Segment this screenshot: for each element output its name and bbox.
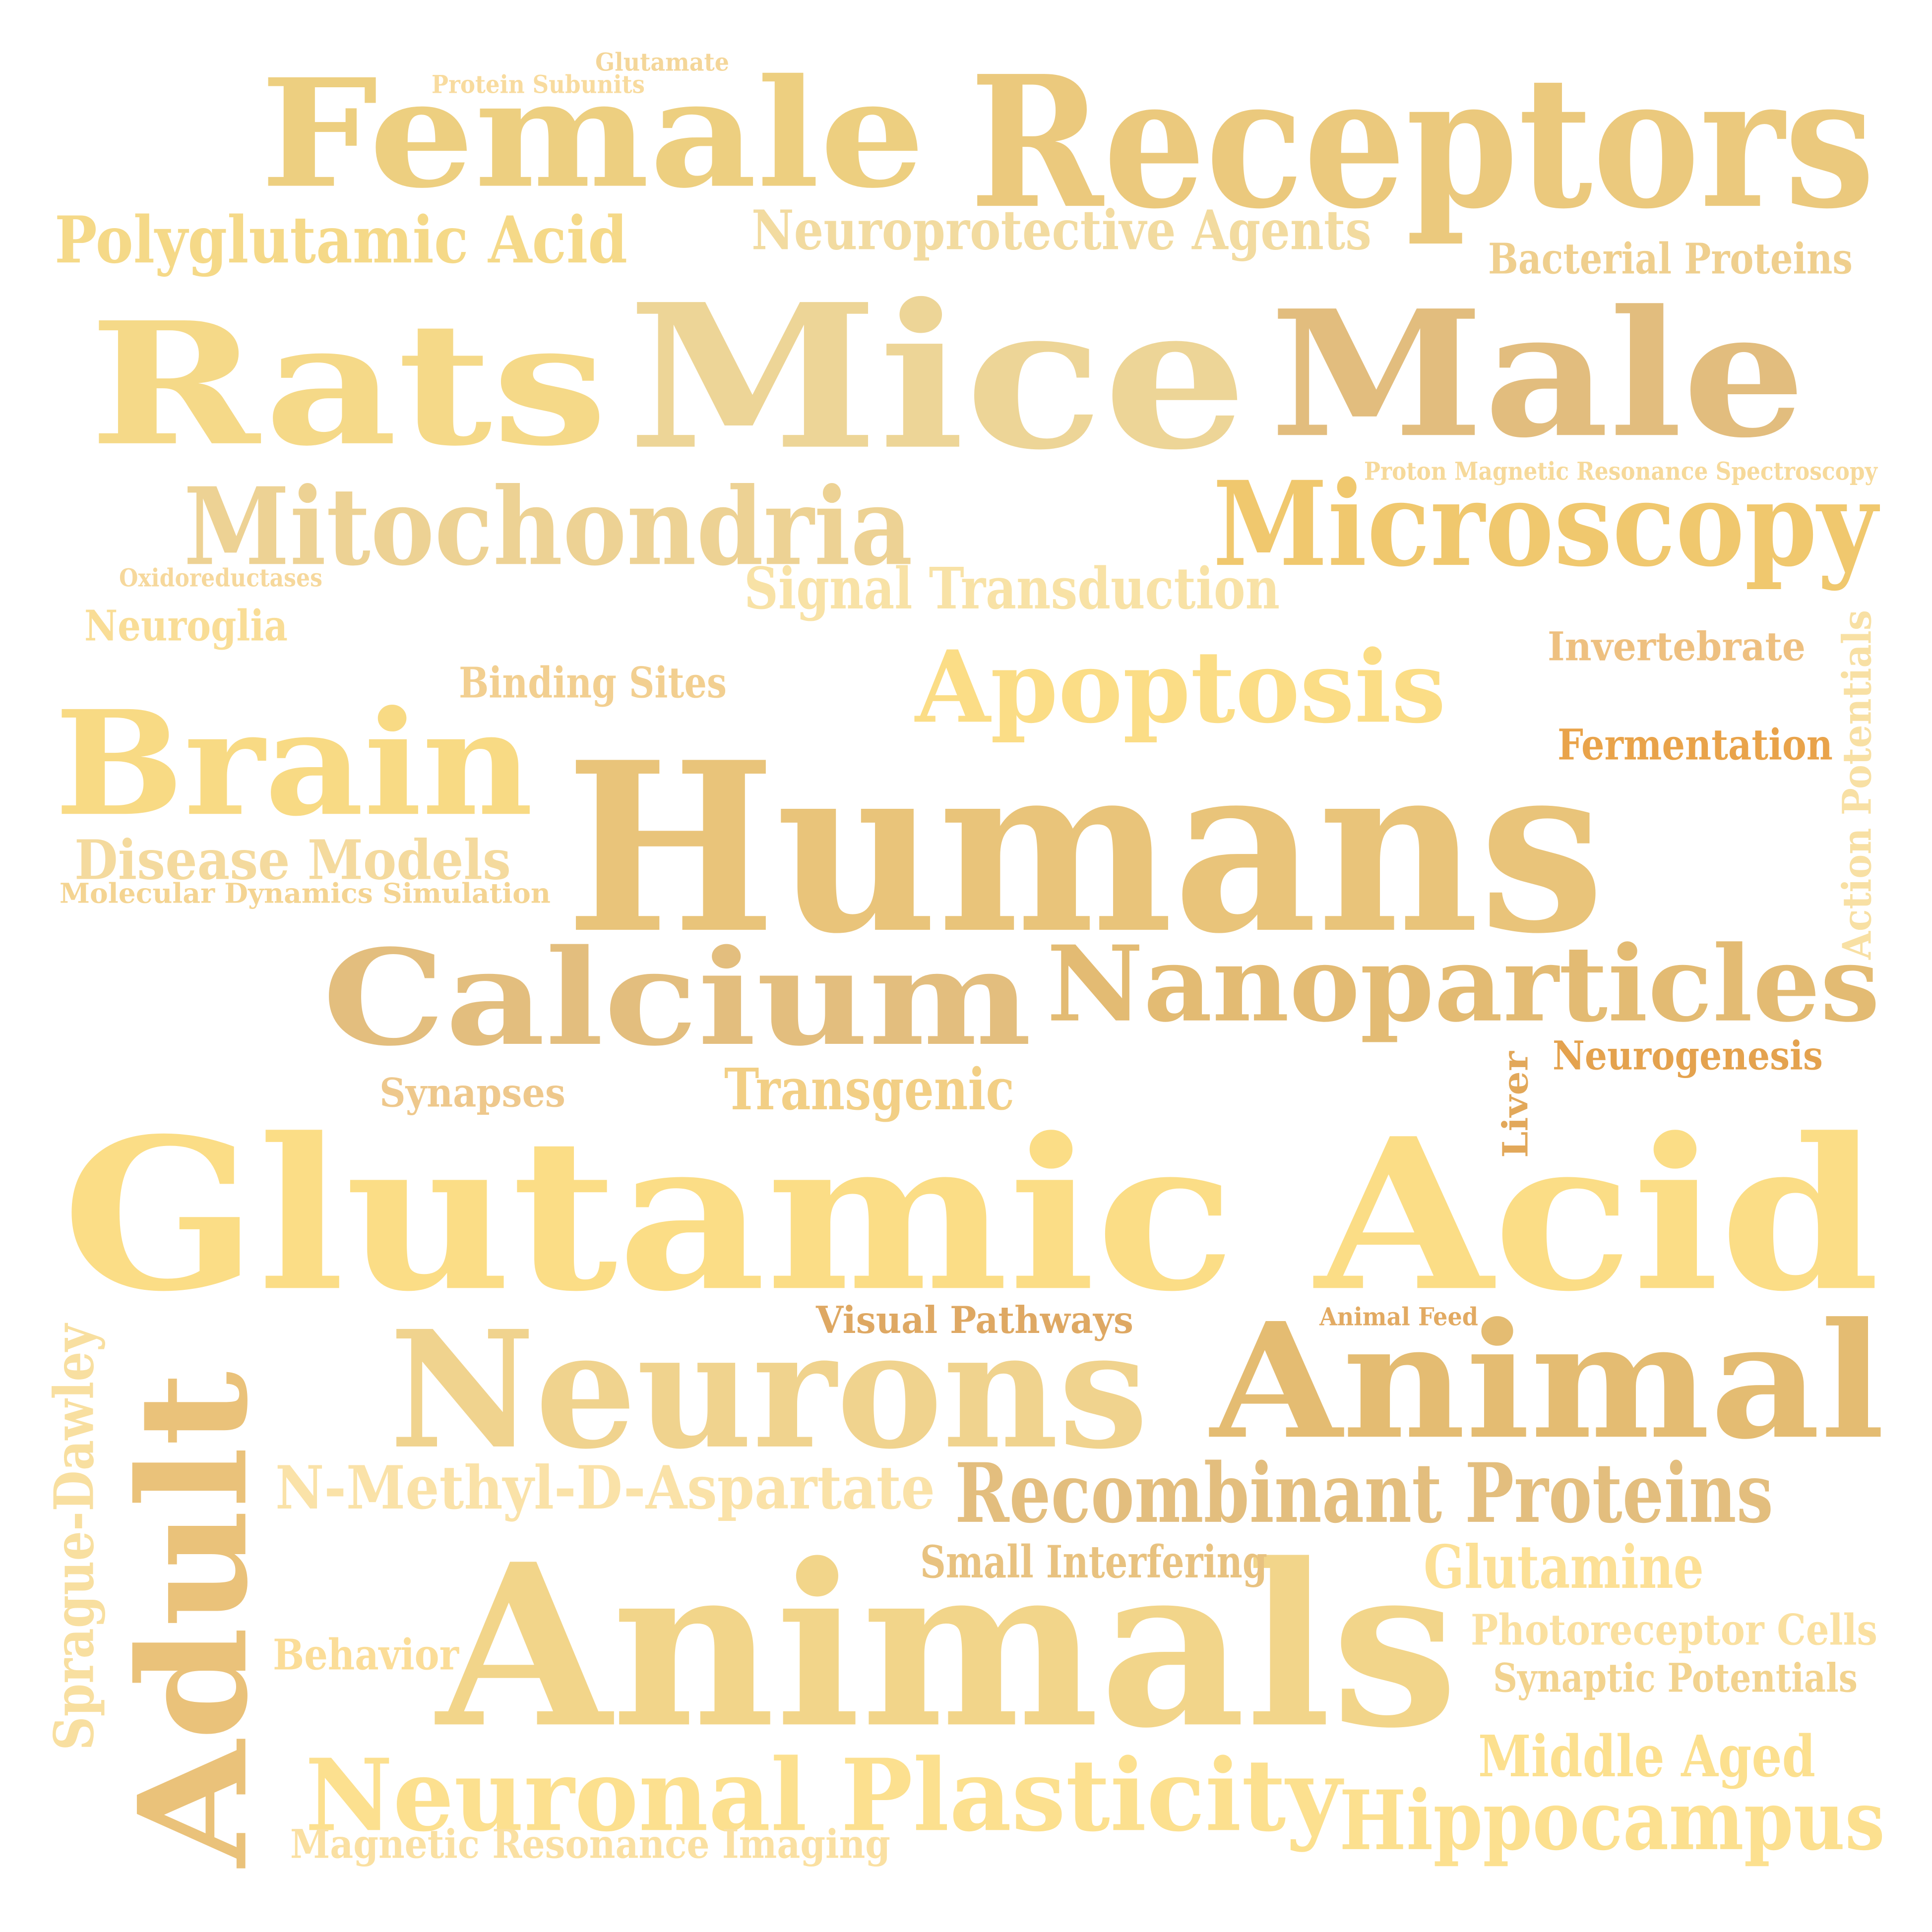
word: Hippocampus: [1339, 1773, 1885, 1869]
word: Glutamine: [1424, 1531, 1704, 1602]
word: Neurons: [389, 1295, 1148, 1485]
word: Animal Feed: [1319, 1302, 1478, 1331]
word: Neurogenesis: [1553, 1032, 1823, 1080]
word: Proton Magnetic Resonance Spectroscopy: [1364, 456, 1877, 486]
word: Adult: [106, 1371, 281, 1867]
word: Small Interfering: [920, 1535, 1267, 1588]
word: Visual Pathways: [816, 1298, 1133, 1342]
word: Transgenic: [724, 1056, 1014, 1123]
word: Mice: [627, 260, 1247, 494]
word: Microscopy: [1213, 455, 1877, 593]
word: Neuronal Plasticity: [305, 1737, 1342, 1854]
word: Nanoparticles: [1047, 923, 1880, 1045]
word: Brain: [55, 679, 533, 848]
word: Bacterial Proteins: [1488, 234, 1853, 284]
word: Male: [1270, 272, 1806, 477]
word: Disease Models: [74, 828, 511, 893]
word: Animal: [1210, 1287, 1885, 1475]
word: Molecular Dynamics Simulation: [60, 877, 551, 910]
word: Fermentation: [1558, 720, 1833, 770]
word: Female: [260, 47, 925, 221]
word: Synaptic Potentials: [1493, 1655, 1858, 1702]
word: Animals: [436, 1515, 1458, 1777]
word: Binding Sites: [459, 658, 727, 708]
word: Behavior: [273, 1630, 459, 1680]
word: Magnetic Resonance Imaging: [290, 1821, 890, 1868]
word: Polyglutamic Acid: [55, 202, 627, 278]
word: Middle Aged: [1478, 1723, 1815, 1790]
word: Mitochondria: [184, 464, 913, 590]
word: Apoptosis: [915, 628, 1446, 745]
word: Protein Subunits: [432, 69, 645, 99]
word: Photoreceptor Cells: [1471, 1605, 1877, 1655]
word: Neuroglia: [84, 601, 288, 651]
word: Glutamate: [595, 47, 729, 77]
word: Sprague-Dawley: [42, 1324, 107, 1751]
word: Calcium: [322, 920, 1032, 1075]
word: Invertebrate: [1548, 623, 1806, 670]
word: Signal Transduction: [744, 555, 1280, 622]
word: Humans: [565, 711, 1605, 985]
word: Action Potentials: [1834, 610, 1881, 960]
word: Synapses: [379, 1070, 565, 1117]
word: Oxidoreductases: [119, 563, 322, 593]
word: Rats: [89, 285, 608, 483]
word: Receptors: [970, 36, 1875, 249]
word: N-Methyl-D-Aspartate: [275, 1452, 935, 1523]
word: Glutamic Acid: [62, 1092, 1880, 1337]
word: Liver: [1495, 1051, 1536, 1158]
word: Recombinant Proteins: [955, 1446, 1773, 1542]
word: Neuroprotective Agents: [751, 198, 1371, 263]
